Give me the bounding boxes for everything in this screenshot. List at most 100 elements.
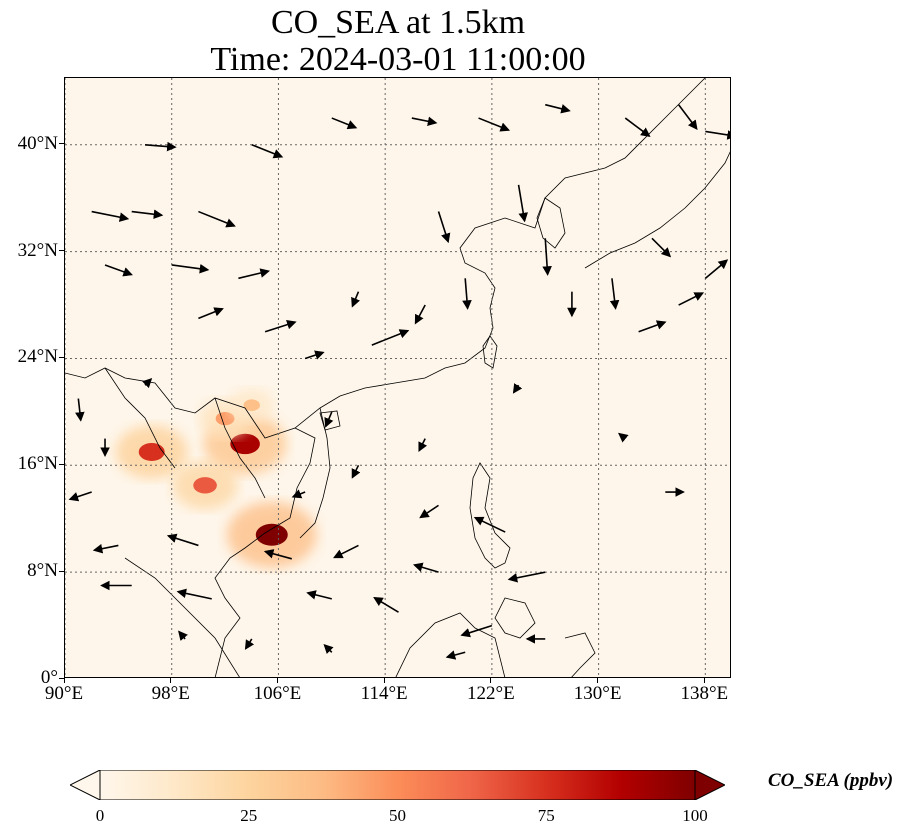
wind-arrow bbox=[68, 491, 92, 502]
latitude-tick bbox=[59, 356, 64, 358]
latitude-tick bbox=[59, 570, 64, 572]
wind-arrow bbox=[331, 117, 358, 130]
colorbar-tick-label: 25 bbox=[240, 806, 258, 825]
wind-arrow bbox=[263, 549, 292, 560]
latitude-tick-label: 16°N bbox=[17, 453, 58, 475]
border-thailand bbox=[214, 397, 266, 499]
longitude-tick-label: 106°E bbox=[253, 683, 302, 704]
coastline-luzon bbox=[469, 462, 511, 569]
coastline-hainan bbox=[319, 410, 341, 431]
coastline-japan bbox=[584, 151, 730, 269]
longitude-tick-label: 122°E bbox=[467, 683, 515, 704]
coastline-korea bbox=[536, 197, 566, 249]
latitude-tick-label: 32°N bbox=[17, 239, 58, 261]
wind-arrow bbox=[437, 211, 451, 244]
wind-arrow bbox=[324, 411, 334, 428]
longitude-tick bbox=[276, 678, 278, 683]
plot-title-time: Time: 2024-03-01 11:00:00 bbox=[210, 41, 586, 78]
wind-arrow bbox=[75, 398, 85, 422]
colorbar-tick-label: 0 bbox=[95, 806, 105, 825]
wind-arrow bbox=[373, 596, 399, 613]
wind-arrow bbox=[323, 643, 334, 655]
map-canvas bbox=[65, 78, 730, 677]
coastline-borneo bbox=[395, 612, 506, 677]
wind-arrow bbox=[351, 464, 361, 479]
coastline-vietnam-south bbox=[299, 407, 331, 539]
wind-arrow bbox=[414, 304, 426, 325]
wind-arrow bbox=[238, 268, 270, 280]
wind-arrow bbox=[507, 571, 546, 583]
wind-arrow bbox=[104, 264, 133, 277]
wind-arrow bbox=[198, 210, 236, 228]
coastline-mainland bbox=[65, 78, 706, 439]
co-hotspot bbox=[193, 477, 217, 494]
wind-arrow bbox=[419, 504, 439, 519]
wind-arrow bbox=[304, 350, 325, 360]
wind-arrow bbox=[176, 588, 212, 600]
wind-arrow bbox=[517, 184, 528, 223]
colorbar bbox=[68, 769, 727, 801]
longitude-tick-label: 90°E bbox=[44, 683, 84, 704]
colorbar-svg bbox=[68, 769, 727, 801]
longitude-tick-label: 98°E bbox=[151, 683, 190, 704]
wind-arrow bbox=[92, 543, 119, 554]
colorbar-over-triangle bbox=[694, 769, 727, 801]
latitude-tick-label: 24°N bbox=[17, 346, 58, 368]
coastline-mindanao bbox=[494, 597, 536, 639]
co-hotspot bbox=[230, 433, 260, 455]
latitude-tick bbox=[59, 677, 64, 679]
wind-vector-layer bbox=[68, 103, 730, 660]
latitude-tick-label: 40°N bbox=[17, 132, 58, 154]
wind-arrow bbox=[478, 117, 511, 132]
wind-arrow bbox=[411, 116, 438, 127]
latitude-tick bbox=[59, 143, 64, 145]
wind-arrow bbox=[678, 104, 698, 130]
border-myanmar bbox=[104, 367, 176, 469]
wind-arrow bbox=[166, 533, 199, 547]
wind-arrow bbox=[264, 320, 297, 333]
wind-arrow bbox=[705, 130, 730, 140]
coastline-sulawesi bbox=[564, 632, 596, 677]
latitude-tick-label: 0° bbox=[40, 667, 58, 688]
co-hotspot bbox=[215, 411, 235, 426]
wind-arrow bbox=[545, 103, 571, 114]
wind-arrow bbox=[371, 329, 410, 346]
wind-arrow bbox=[198, 307, 224, 320]
longitude-tick-label: 114°E bbox=[360, 683, 408, 704]
colorbar-tick-label: 50 bbox=[389, 806, 406, 825]
wind-arrow bbox=[251, 144, 284, 159]
coastline-indochina bbox=[214, 427, 316, 677]
wind-arrow bbox=[651, 237, 672, 258]
co-hotspot bbox=[243, 399, 260, 412]
wind-arrow bbox=[542, 238, 552, 276]
wind-arrow bbox=[445, 650, 466, 660]
wind-arrow bbox=[609, 278, 620, 310]
latitude-tick bbox=[59, 250, 64, 252]
latitude-tick-label: 8°N bbox=[27, 560, 58, 582]
latitude-tick bbox=[59, 463, 64, 465]
longitude-tick bbox=[383, 678, 385, 683]
colorbar-under-triangle bbox=[68, 769, 101, 801]
co-plume-layer bbox=[115, 388, 317, 568]
wind-arrow bbox=[704, 259, 729, 279]
coastline-layer bbox=[65, 78, 730, 677]
co-hotspot bbox=[138, 442, 165, 461]
wind-arrow bbox=[131, 209, 164, 219]
colorbar-tick-label: 100 bbox=[682, 806, 708, 825]
wind-arrow bbox=[144, 141, 177, 152]
coastline-taiwan bbox=[482, 335, 498, 369]
wind-arrow bbox=[512, 383, 523, 394]
wind-arrow bbox=[306, 590, 332, 600]
longitude-tick bbox=[170, 678, 172, 683]
wind-arrow bbox=[91, 210, 130, 222]
longitude-tick bbox=[703, 678, 705, 683]
map-panel bbox=[64, 77, 731, 678]
longitude-tick bbox=[490, 678, 492, 683]
wind-arrow bbox=[333, 544, 359, 559]
longitude-tick-label: 138°E bbox=[680, 683, 729, 704]
wind-arrow bbox=[141, 378, 153, 389]
wind-arrow bbox=[351, 291, 360, 308]
co-hotspot bbox=[255, 523, 288, 546]
wind-arrow bbox=[291, 489, 306, 499]
colorbar-gradient bbox=[99, 769, 696, 801]
